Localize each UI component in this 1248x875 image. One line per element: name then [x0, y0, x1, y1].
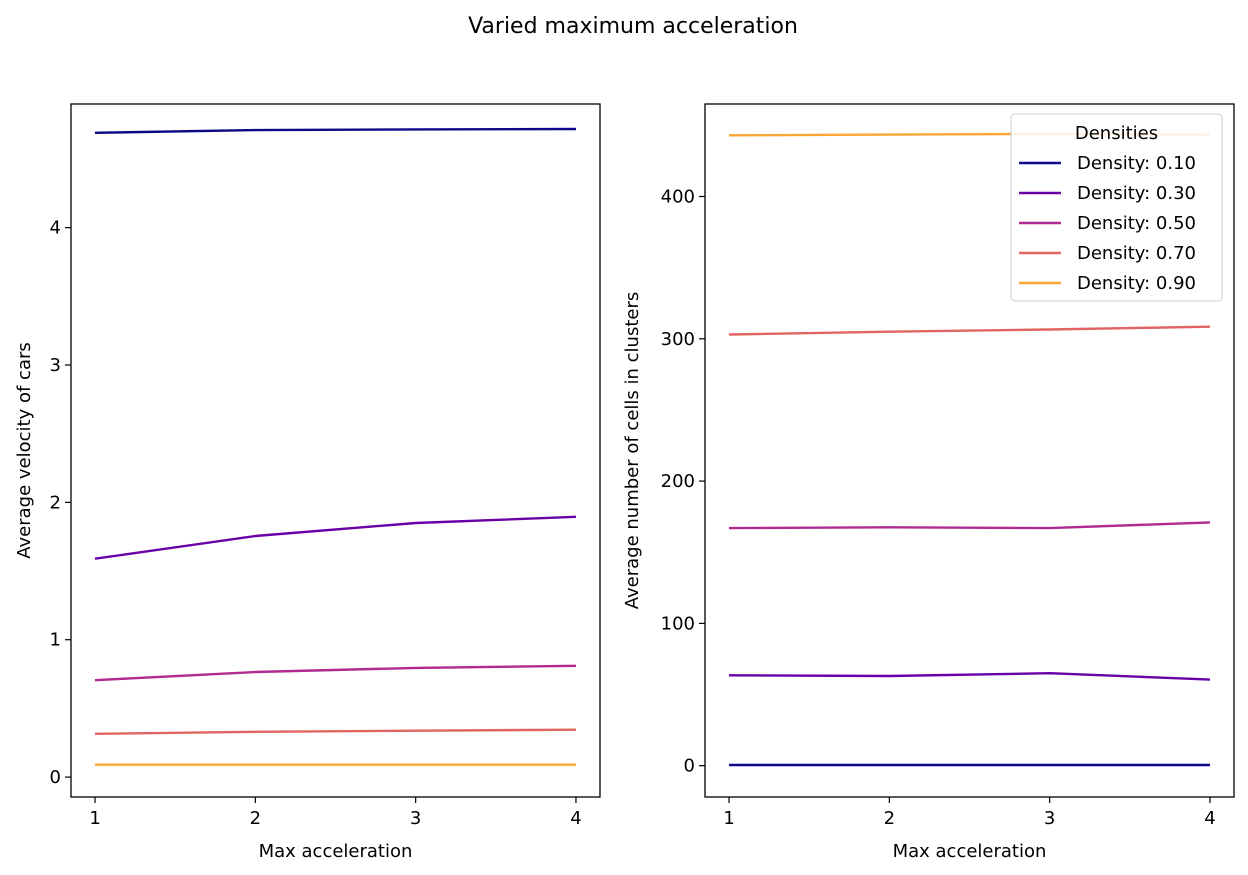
- series-line-3: [728, 521, 1211, 530]
- x-tick-label: 1: [89, 808, 100, 829]
- y-axis-label: Average number of cells in clusters: [622, 292, 643, 609]
- y-tick-label: 100: [661, 613, 695, 634]
- y-tick-label: 400: [661, 186, 695, 207]
- legend-entry-label-4: Density: 0.70: [1077, 243, 1196, 264]
- y-axis-label: Average velocity of cars: [14, 342, 35, 558]
- figure-suptitle: Varied maximum acceleration: [468, 14, 798, 39]
- legend-title: Densities: [1075, 123, 1158, 144]
- x-tick-label: 2: [884, 808, 895, 829]
- x-axis-label: Max acceleration: [893, 841, 1047, 862]
- y-tick-label: 300: [661, 329, 695, 350]
- legend: Densities Density: 0.10 Density: 0.30 Densi…: [1010, 113, 1223, 302]
- series-line-1: [94, 127, 577, 134]
- x-tick-label: 1: [723, 808, 734, 829]
- y-tick-label: 2: [50, 492, 61, 513]
- legend-entry-label-1: Density: 0.10: [1077, 153, 1196, 174]
- axes-frame: [704, 103, 1235, 798]
- legend-box: [1010, 113, 1223, 302]
- chart-panel-left: 1 2 3 4 0 1 2 3 4 Max acceleration Average velocit…: [14, 103, 601, 862]
- chart-panel-right: 1 2 3 4 0 100 200 300 400 Max acceleration Average…: [622, 103, 1235, 862]
- series-line-2: [728, 671, 1211, 681]
- x-tick-label: 3: [1044, 808, 1055, 829]
- y-tick-label: 200: [661, 471, 695, 492]
- legend-entry-label-3: Density: 0.50: [1077, 213, 1196, 234]
- series-line-2: [94, 515, 577, 560]
- y-tick-label: 4: [50, 218, 61, 239]
- series-line-4: [94, 728, 577, 735]
- series-line-4: [728, 325, 1211, 336]
- axes-frame: [70, 103, 601, 798]
- series-line-3: [94, 664, 577, 682]
- y-tick-label: 0: [684, 756, 695, 777]
- x-tick-label: 2: [250, 808, 261, 829]
- x-tick-label: 3: [410, 808, 421, 829]
- legend-entry-label-2: Density: 0.30: [1077, 183, 1196, 204]
- x-tick-label: 4: [1204, 808, 1215, 829]
- x-tick-label: 4: [570, 808, 581, 829]
- legend-entry-label-5: Density: 0.90: [1077, 273, 1196, 294]
- y-tick-label: 3: [50, 355, 61, 376]
- y-tick-label: 0: [50, 767, 61, 788]
- y-tick-label: 1: [50, 630, 61, 651]
- x-axis-label: Max acceleration: [259, 841, 413, 862]
